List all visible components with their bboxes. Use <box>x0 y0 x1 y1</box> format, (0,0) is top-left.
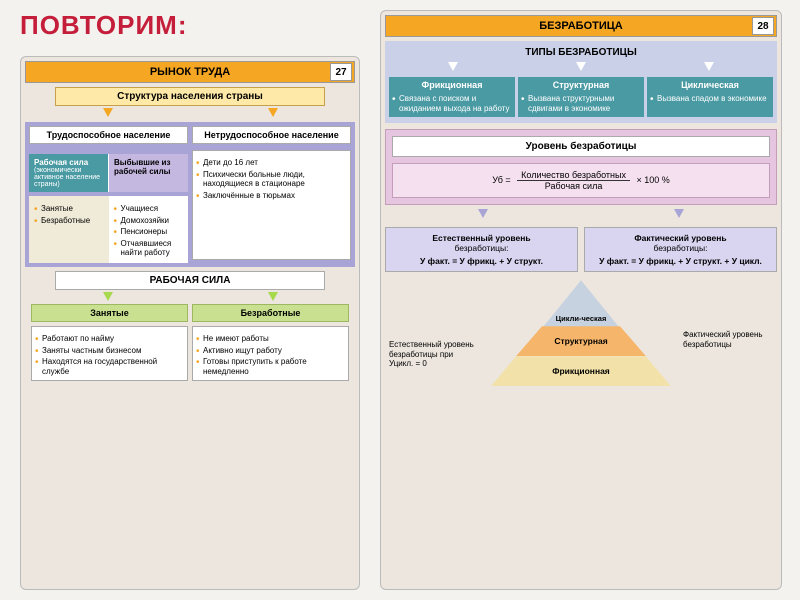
formula: Уб = Количество безработных Рабочая сила… <box>392 163 770 198</box>
pyramid-top-label: Цикли-ческая <box>556 314 607 323</box>
formula-denominator: Рабочая сила <box>517 181 630 191</box>
types-title: ТИПЫ БЕЗРАБОТИЦЫ <box>389 47 773 58</box>
main-title: ПОВТОРИМ: <box>20 10 188 41</box>
unable-title: Нетрудоспособное население <box>192 126 351 144</box>
type-name: Фрикционная <box>392 80 512 90</box>
able-title: Трудоспособное население <box>29 126 188 144</box>
list-item: Занятые <box>34 203 104 215</box>
unemployed-title: Безработные <box>192 304 349 322</box>
pyramid-mid-label: Структурная <box>554 336 607 346</box>
arrow-down-icon <box>268 292 278 301</box>
type-desc: Вызвана структурными сдвигами в экономик… <box>521 93 641 114</box>
list-item: Активно ищут работу <box>196 345 345 357</box>
list-item: Находятся на государственной службе <box>35 356 184 377</box>
arrow-down-icon <box>704 62 714 71</box>
pyramid-bot-label: Фрикционная <box>552 366 610 376</box>
list-item: Отчаявшиеся найти работу <box>114 238 184 259</box>
list-item: Домохозяйки <box>114 215 184 227</box>
structure-title: Структура населения страны <box>55 87 325 106</box>
dropped-items: УчащиесяДомохозяйкиПенсионерыОтчаявшиеся… <box>114 203 184 259</box>
types-block: ТИПЫ БЕЗРАБОТИЦЫ Фрикционная Связана с по… <box>385 41 777 123</box>
page-num-left: 27 <box>330 63 352 81</box>
actual-level-sub: безработицы: <box>653 243 707 253</box>
level-formulas-row: Естественный уровень безработицы: У факт… <box>385 227 777 272</box>
pyramid-mid: Структурная <box>516 326 646 356</box>
unemployed-items: Не имеют работыАктивно ищут работуГотовы… <box>196 333 345 377</box>
arrow-down-icon <box>674 209 684 218</box>
formula-numerator: Количество безработных <box>517 170 630 181</box>
arrows-2 <box>25 292 355 304</box>
pyramid-top: Цикли-ческая <box>542 280 620 328</box>
actual-level-t1: Фактический уровень <box>590 233 771 243</box>
types-row: Фрикционная Связана с поиском и ожиданием… <box>389 77 773 117</box>
right-header: БЕЗРАБОТИЦА 28 <box>385 15 777 37</box>
natural-level-eq: У факт. = У фрикц. + У структ. <box>391 256 572 266</box>
dropped-cell: Выбывшие из рабочей силы <box>109 154 188 192</box>
list-item: Психически больные люди, находящиеся в с… <box>196 169 347 190</box>
workforce-cell: Рабочая сила (экономически активное насе… <box>29 154 109 192</box>
formula-lhs: Уб = <box>492 175 510 185</box>
natural-level-sub: безработицы: <box>454 243 508 253</box>
arrow-down-icon <box>103 108 113 117</box>
level-title: Уровень безработицы <box>392 136 770 157</box>
list-item: Не имеют работы <box>196 333 345 345</box>
workforce-section-title: РАБОЧАЯ СИЛА <box>55 271 325 290</box>
list-item: Готовы приступить к работе немедленно <box>196 356 345 377</box>
right-header-text: БЕЗРАБОТИЦА <box>539 20 623 32</box>
list-item: Безработные <box>34 215 104 227</box>
panel-labor-market: РЫНОК ТРУДА 27 Структура населения стран… <box>20 56 360 590</box>
arrow-down-icon <box>576 62 586 71</box>
arrow-down-icon <box>478 209 488 218</box>
page-num-right: 28 <box>752 17 774 35</box>
natural-level-box: Естественный уровень безработицы: У факт… <box>385 227 578 272</box>
natural-level-t1: Естественный уровень <box>391 233 572 243</box>
arrow-down-icon <box>103 292 113 301</box>
type-column: Циклическая Вызвана спадом в экономике <box>647 77 773 117</box>
list-item: Работают по найму <box>35 333 184 345</box>
workforce-title: Рабочая сила <box>34 158 88 167</box>
type-name: Структурная <box>521 80 641 90</box>
population-block: Трудоспособное население Нетрудоспособно… <box>25 122 355 267</box>
list-item: Учащиеся <box>114 203 184 215</box>
actual-level-eq: У факт. = У фрикц. + У структ. + У цикл. <box>590 256 771 266</box>
employed-items: Работают по наймуЗаняты частным бизнесом… <box>35 333 184 377</box>
panel-unemployment: БЕЗРАБОТИЦА 28 ТИПЫ БЕЗРАБОТИЦЫ Фрикцион… <box>380 10 782 590</box>
actual-level-box: Фактический уровень безработицы: У факт.… <box>584 227 777 272</box>
unable-items: Дети до 16 летПсихически больные люди, н… <box>196 157 347 201</box>
type-column: Структурная Вызвана структурными сдвигами… <box>518 77 644 117</box>
pyramid: Цикли-ческая Структурная Фрикционная Ест… <box>385 280 777 420</box>
workforce-sub: (экономически активное население страны) <box>34 167 103 188</box>
type-desc: Связана с поиском и ожиданием выхода на … <box>392 93 512 114</box>
list-item: Заключённые в тюрьмах <box>196 190 347 202</box>
type-name: Циклическая <box>650 80 770 90</box>
list-item: Заняты частным бизнесом <box>35 345 184 357</box>
arrow-down-icon <box>268 108 278 117</box>
left-header-text: РЫНОК ТРУДА <box>150 66 230 78</box>
level-block: Уровень безработицы Уб = Количество безр… <box>385 129 777 205</box>
workforce-items: ЗанятыеБезработные <box>34 203 104 226</box>
pyramid-left-label: Естественный уровень безработицы при Уци… <box>389 340 479 369</box>
list-item: Пенсионеры <box>114 226 184 238</box>
left-header: РЫНОК ТРУДА 27 <box>25 61 355 83</box>
type-desc: Вызвана спадом в экономике <box>650 93 770 105</box>
list-item: Дети до 16 лет <box>196 157 347 169</box>
pyramid-bot: Фрикционная <box>491 356 671 386</box>
formula-tail: × 100 % <box>637 175 670 185</box>
arrow-down-icon <box>448 62 458 71</box>
pyramid-right-label: Фактический уровень безработицы <box>683 330 773 349</box>
employed-title: Занятые <box>31 304 188 322</box>
dropped-title: Выбывшие из рабочей силы <box>114 158 170 176</box>
arrows-1 <box>25 108 355 120</box>
type-column: Фрикционная Связана с поиском и ожиданием… <box>389 77 515 117</box>
